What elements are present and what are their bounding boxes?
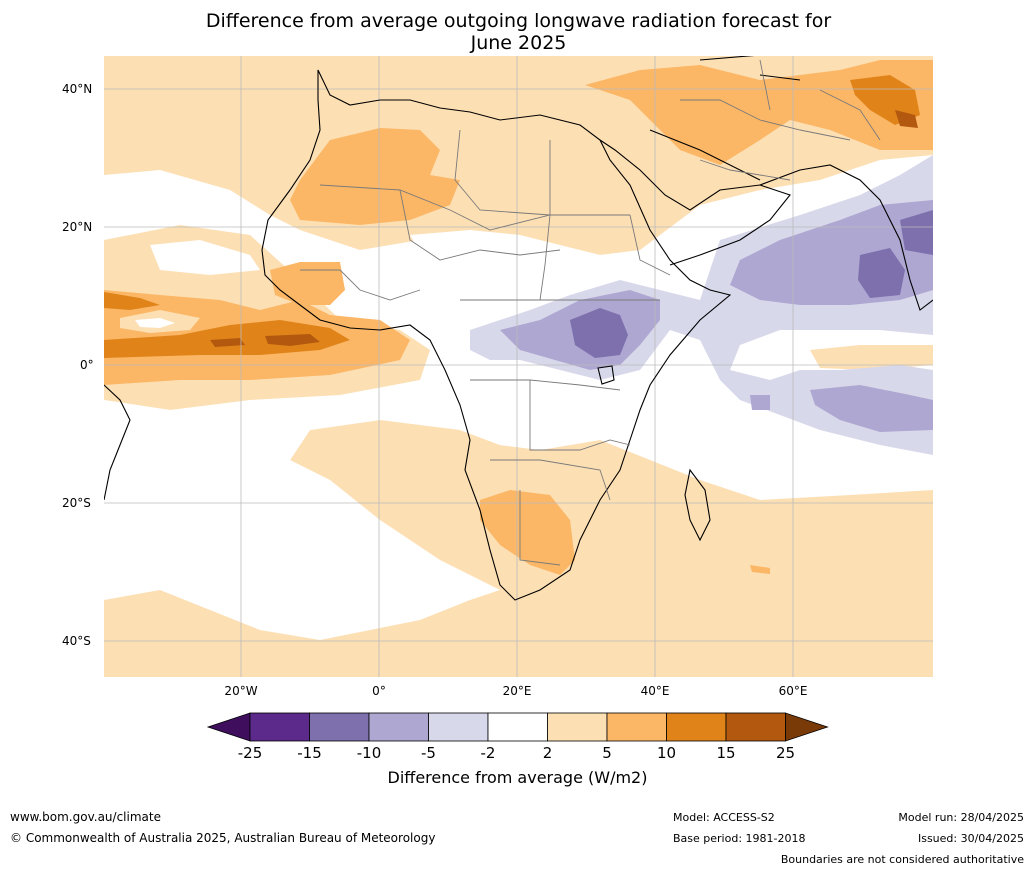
colorbar-tick-label: -25 bbox=[237, 744, 263, 762]
colorbar bbox=[206, 712, 829, 742]
lat-label-40s: 40°S bbox=[62, 634, 91, 648]
map-title: Difference from average outgoing longwav… bbox=[104, 10, 933, 54]
colorbar-tick-label: 2 bbox=[542, 744, 553, 762]
lat-label-20s: 20°S bbox=[62, 496, 91, 510]
colorbar-bin bbox=[428, 712, 489, 742]
footer-base-period: Base period: 1981-2018 bbox=[673, 832, 806, 845]
lat-label-40n: 40°N bbox=[62, 82, 93, 96]
colorbar-tick-label: -10 bbox=[356, 744, 382, 762]
lon-label-20w: 20°W bbox=[224, 684, 258, 698]
map-title-line-2: June 2025 bbox=[470, 32, 567, 54]
colorbar-bin bbox=[606, 712, 667, 742]
colorbar-bin bbox=[725, 712, 786, 742]
country-borders bbox=[300, 59, 881, 566]
footer-model: Model: ACCESS-S2 bbox=[673, 811, 775, 824]
colorbar-tick-label: 25 bbox=[775, 744, 796, 762]
map-title-line-1: Difference from average outgoing longwav… bbox=[205, 10, 832, 32]
lon-label-40e: 40°E bbox=[640, 684, 670, 698]
colorbar-extend-low bbox=[206, 712, 251, 742]
colorbar-bin bbox=[368, 712, 429, 742]
footer-url: www.bom.gov.au/climate bbox=[10, 810, 161, 824]
footer-issued: Issued: 30/04/2025 bbox=[917, 832, 1024, 845]
lat-label-20n: 20°N bbox=[62, 220, 93, 234]
colorbar-title: Difference from average (W/m2) bbox=[387, 768, 648, 787]
anomaly-15-25-regions bbox=[210, 110, 918, 347]
colorbar-bin bbox=[249, 712, 310, 742]
colorbar-bin bbox=[487, 712, 548, 742]
colorbar-tick-label: 15 bbox=[716, 744, 736, 762]
colorbar-bin bbox=[309, 712, 370, 742]
colorbar-bin bbox=[666, 712, 727, 742]
footer-model-run: Model run: 28/04/2025 bbox=[898, 811, 1024, 824]
colorbar-tick-label: 5 bbox=[602, 744, 612, 762]
lon-label-60e: 60°E bbox=[778, 684, 808, 698]
footer-copyright: © Commonwealth of Australia 2025, Austra… bbox=[10, 831, 436, 845]
colorbar-tick-label: 10 bbox=[656, 744, 677, 762]
colorbar-tick-label: -5 bbox=[421, 744, 436, 762]
footer-disclaimer: Boundaries are not considered authoritat… bbox=[780, 853, 1024, 866]
anomaly-minus15-minus10-regions bbox=[570, 210, 933, 358]
lon-label-20e: 20°E bbox=[502, 684, 532, 698]
lat-label-0: 0° bbox=[80, 358, 94, 372]
colorbar-bin bbox=[547, 712, 608, 742]
colorbar-extend-high bbox=[785, 712, 829, 742]
colorbar-tick-label: -15 bbox=[297, 744, 322, 762]
colorbar-tick-label: -2 bbox=[480, 744, 496, 762]
lon-label-0: 0° bbox=[372, 684, 386, 698]
